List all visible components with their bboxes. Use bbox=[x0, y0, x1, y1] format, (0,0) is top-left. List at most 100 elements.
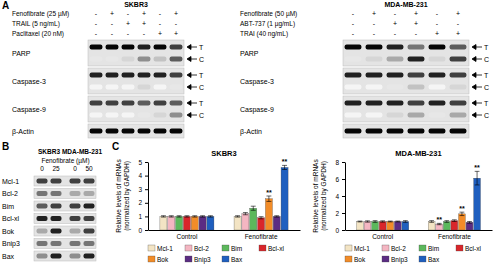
chart-title: SKBR3 bbox=[211, 149, 236, 158]
band bbox=[366, 85, 383, 90]
treatment-label: Fenofibrate (50 µM) bbox=[240, 10, 297, 18]
error-bar bbox=[200, 216, 205, 217]
band bbox=[450, 45, 467, 50]
band bbox=[37, 229, 48, 234]
chart: MDA-MB-231 Relative levels of mRNAs(norma… bbox=[312, 149, 493, 264]
band-marker: C bbox=[199, 56, 204, 63]
axis-title: Relative levels of mRNAs bbox=[312, 159, 319, 233]
bar bbox=[234, 216, 241, 230]
tick-label: Fenofibrate bbox=[438, 233, 471, 240]
band bbox=[345, 57, 362, 62]
blot-background bbox=[88, 40, 184, 66]
legend-label: Bcl-2 bbox=[391, 245, 406, 252]
chart: SKBR3Relative levels of mRNAs(normalized… bbox=[115, 149, 301, 264]
band bbox=[366, 73, 383, 78]
legend-label: Bax bbox=[428, 256, 440, 263]
treatment-sign: - bbox=[127, 10, 130, 17]
panel-c: CSKBR3Relative levels of mRNAs(normalize… bbox=[112, 141, 493, 264]
band-marker: C bbox=[484, 112, 489, 119]
tick-mark bbox=[145, 230, 148, 231]
band bbox=[450, 73, 467, 78]
band bbox=[90, 45, 103, 50]
protein-label: Bax bbox=[2, 253, 15, 260]
band bbox=[154, 45, 167, 50]
band bbox=[51, 179, 62, 184]
band bbox=[408, 73, 425, 78]
protein-label: Bcl-xl bbox=[2, 215, 20, 222]
legend-item: Bcl-xl bbox=[456, 245, 481, 252]
panel-label: A bbox=[2, 0, 9, 11]
band bbox=[408, 57, 425, 62]
arrow bbox=[187, 113, 197, 118]
blot-background bbox=[88, 68, 184, 94]
bar bbox=[250, 208, 257, 230]
bar bbox=[258, 218, 265, 230]
protein-label: Bnip3 bbox=[2, 240, 20, 248]
band bbox=[84, 254, 95, 259]
legend-swatch bbox=[222, 245, 229, 251]
treatment-sign: + bbox=[110, 10, 114, 17]
band bbox=[154, 57, 167, 62]
arrow bbox=[187, 101, 197, 106]
x-axis: ControlFenofibrate bbox=[149, 230, 301, 240]
treatment-sign: - bbox=[457, 20, 460, 27]
blot-group: SKBR3Fenofibrate (25 µM)-+-+-+TRAIL (5 n… bbox=[12, 1, 204, 138]
chart-title: MDA-MB-231 bbox=[395, 149, 441, 158]
error-bar bbox=[475, 171, 480, 185]
band bbox=[106, 85, 119, 90]
blot-background bbox=[343, 124, 469, 138]
bar bbox=[372, 222, 379, 231]
band bbox=[138, 129, 151, 134]
legend-swatch bbox=[148, 256, 155, 262]
dose-label: 0 bbox=[40, 165, 44, 172]
treatment-sign: - bbox=[394, 30, 397, 37]
axis-title: (normalized by GAPDH) bbox=[320, 161, 328, 231]
band-marker: T bbox=[199, 100, 204, 107]
treatment-sign: - bbox=[111, 30, 114, 37]
axis-title: Relative levels of mRNAs bbox=[115, 159, 122, 233]
axis-line bbox=[148, 163, 149, 231]
tick-label: Fenofibrate bbox=[245, 233, 278, 240]
error-bar bbox=[184, 216, 189, 217]
legend-item: Bok bbox=[345, 256, 366, 263]
treatment-label: TRAIL (5 ng/mL) bbox=[12, 20, 60, 28]
band bbox=[170, 45, 183, 50]
band bbox=[429, 85, 446, 90]
legend-swatch bbox=[185, 256, 192, 262]
error-bar bbox=[358, 221, 363, 223]
significance: ** bbox=[266, 189, 272, 196]
band bbox=[429, 113, 446, 118]
band bbox=[170, 113, 183, 118]
band bbox=[84, 179, 95, 184]
band bbox=[170, 101, 183, 106]
band bbox=[37, 254, 48, 259]
band bbox=[154, 113, 167, 118]
error-bar bbox=[467, 222, 472, 224]
band bbox=[122, 45, 135, 50]
treatment-sign: + bbox=[174, 10, 178, 17]
bar bbox=[436, 224, 443, 230]
blot-background bbox=[88, 96, 184, 122]
dose-label: 25 bbox=[52, 165, 60, 172]
band bbox=[70, 191, 81, 196]
treatment-sign: + bbox=[456, 30, 460, 37]
treatment-sign: - bbox=[95, 10, 98, 17]
legend-swatch bbox=[259, 245, 266, 251]
arrow bbox=[187, 85, 197, 90]
band bbox=[170, 129, 183, 134]
blot-background bbox=[34, 239, 96, 249]
band bbox=[51, 241, 62, 246]
band bbox=[170, 73, 183, 78]
tick: 8 bbox=[335, 159, 345, 166]
band bbox=[387, 113, 404, 118]
legend-item: Mcl-1 bbox=[345, 245, 370, 252]
tick-mark bbox=[342, 230, 345, 231]
band bbox=[106, 57, 119, 62]
band bbox=[345, 113, 362, 118]
tick-mark bbox=[342, 213, 345, 214]
treatment-label: Fenofibrate (µM) bbox=[41, 157, 89, 165]
treatment-sign: + bbox=[393, 20, 397, 27]
error-bar bbox=[373, 221, 378, 223]
tick-label: 2 bbox=[335, 210, 339, 217]
axis-line bbox=[346, 230, 493, 231]
